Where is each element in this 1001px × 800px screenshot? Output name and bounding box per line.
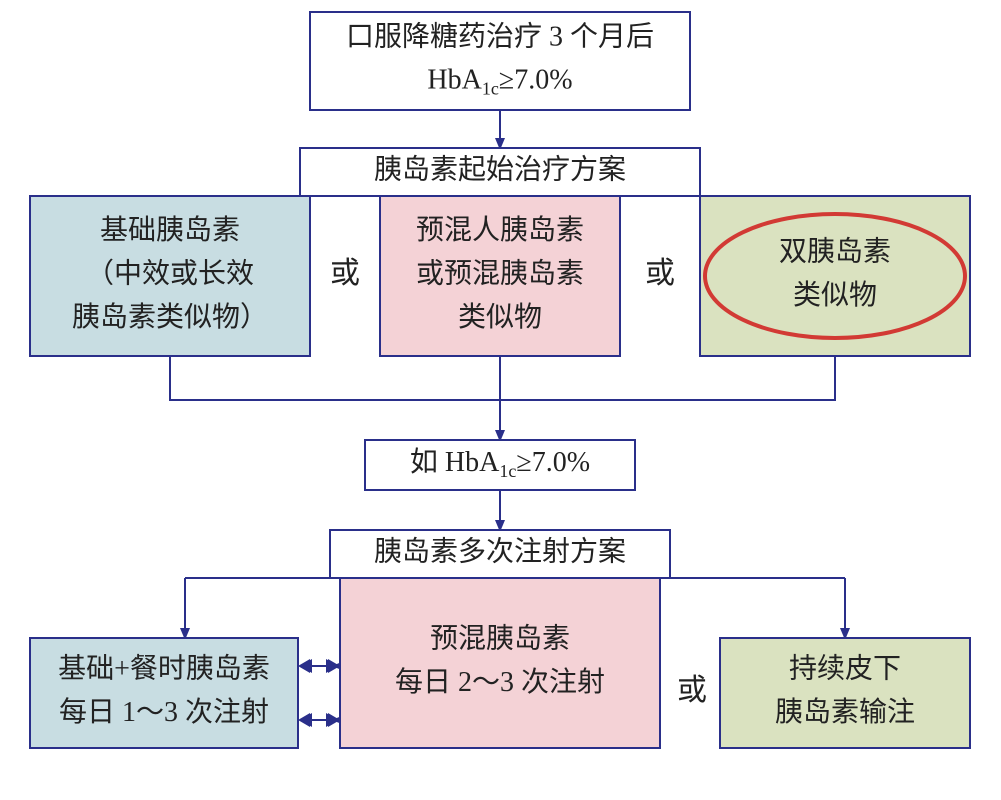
node-text: 每日 1～3 次注射 (59, 696, 269, 728)
node-text: 胰岛素多次注射方案 (374, 535, 626, 567)
node-text: 胰岛素起始治疗方案 (374, 153, 626, 185)
flow-node-n1: 口服降糖药治疗 3 个月后 HbA1c≥7.0% (310, 12, 690, 110)
node-text: 胰岛素类似物） (72, 301, 268, 333)
node-text: 口服降糖药治疗 3 个月后 (346, 21, 654, 53)
node-text: 持续皮下 (789, 653, 901, 685)
or-label: 或 (330, 257, 360, 290)
flow-node-n3b: 预混人胰岛素或预混胰岛素类似物 (380, 196, 620, 356)
bidir-arrow (298, 713, 340, 727)
bidir-arrow (298, 659, 340, 673)
node-text: 双胰岛素 (779, 236, 891, 268)
node-text: 或预混胰岛素 (416, 257, 584, 289)
node-text: 预混胰岛素 (430, 623, 570, 655)
flow-node-n2: 胰岛素起始治疗方案 (300, 148, 700, 196)
node-text: 预混人胰岛素 (416, 214, 584, 246)
flow-node-n3a: 基础胰岛素 （中效或长效胰岛素类似物） (30, 196, 310, 356)
flow-node-n6a: 基础+餐时胰岛素每日 1～3 次注射 (30, 638, 298, 748)
flow-edge (170, 356, 500, 400)
node-text: 类似物 (458, 301, 542, 333)
or-label: 或 (645, 257, 675, 290)
node-text: HbA1c≥7.0% (427, 65, 572, 99)
node-text: 基础+餐时胰岛素 (58, 653, 270, 685)
node-text: 类似物 (793, 279, 877, 311)
or-label: 或 (677, 674, 707, 707)
flow-node-n3c: 双胰岛素类似物 (700, 196, 970, 356)
node-text: 胰岛素输注 (775, 696, 915, 728)
flow-node-n6c: 持续皮下胰岛素输注 (720, 638, 970, 748)
node-text: 基础胰岛素 (100, 214, 240, 246)
flow-node-n4: 如 HbA1c≥7.0% (365, 440, 635, 490)
node-text: （中效或长效 (86, 257, 254, 289)
node-text: 每日 2～3 次注射 (395, 666, 605, 698)
flow-node-n6b: 预混胰岛素每日 2～3 次注射 (340, 578, 660, 748)
flow-edge (500, 356, 835, 400)
flow-node-n5: 胰岛素多次注射方案 (330, 530, 670, 578)
